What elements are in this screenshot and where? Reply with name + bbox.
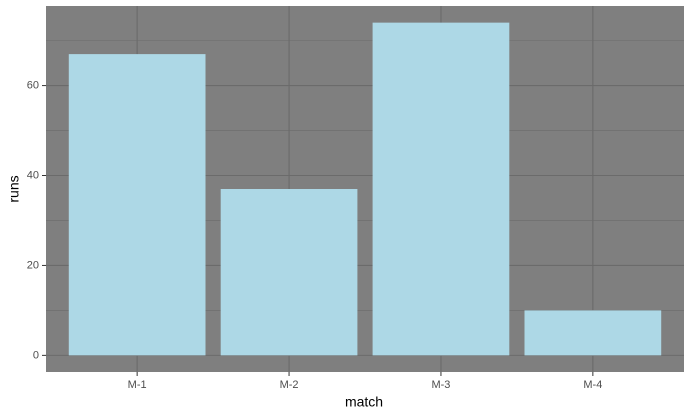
bar [372,22,510,356]
y-tick-label: 20 [27,259,39,271]
y-tick-label: 0 [33,349,39,361]
bar [68,54,206,356]
x-tick-label: M-2 [280,379,299,391]
y-tick-label: 40 [27,169,39,181]
bar [220,189,358,356]
x-tick-label: M-4 [583,379,602,391]
x-tick-label: M-1 [128,379,147,391]
y-tick-label: 60 [27,79,39,91]
x-axis-title: match [345,394,383,410]
bar [524,310,662,356]
x-tick-label: M-3 [431,379,450,391]
y-axis-title: runs [6,175,22,202]
